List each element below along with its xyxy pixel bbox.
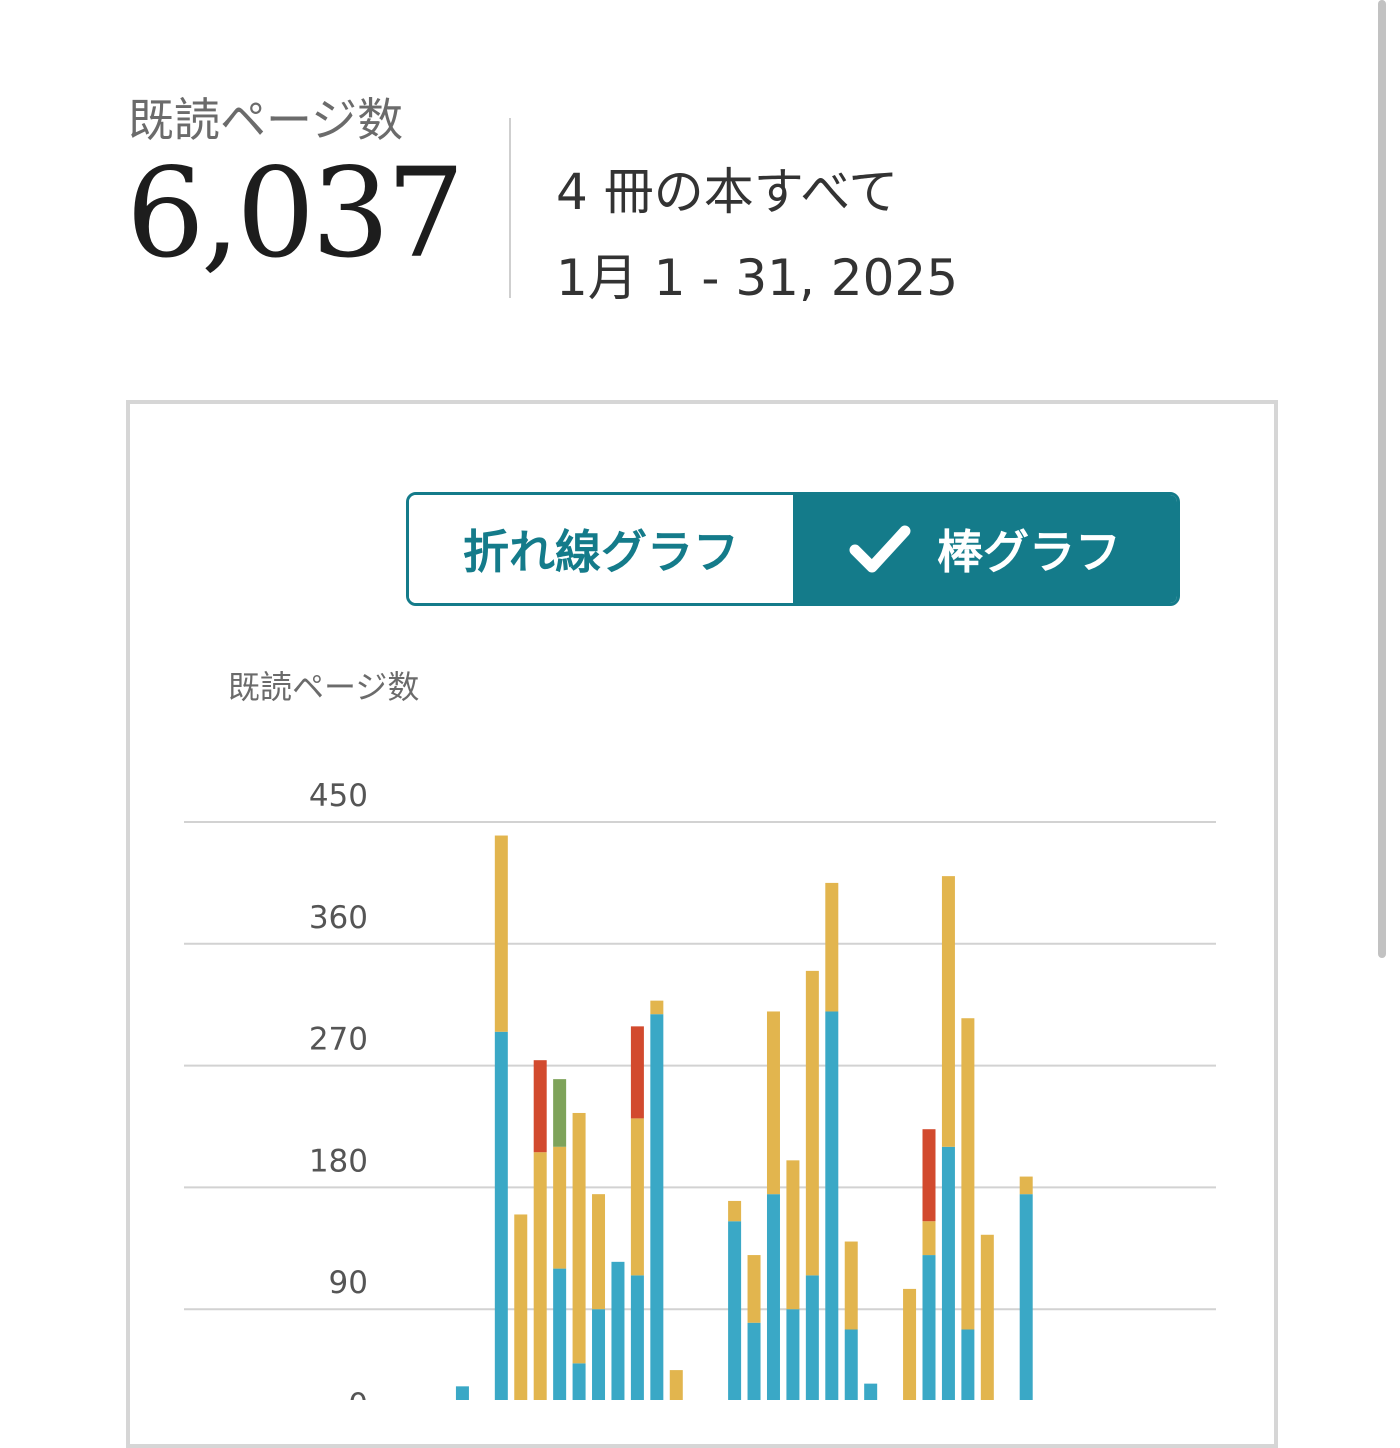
y-tick-label: 180: [309, 1143, 368, 1179]
bar-segment-day-10-series-1[interactable]: [611, 1261, 625, 1400]
bar-segment-day-16-series-1[interactable]: [728, 1221, 742, 1400]
line-chart-label: 折れ線グラフ: [463, 525, 739, 579]
bar-segment-day-28-series-1[interactable]: [961, 1329, 975, 1401]
total-pages-value: 6,037: [126, 142, 465, 286]
bar-segment-day-5-series-2[interactable]: [514, 1214, 528, 1400]
check-icon: [849, 525, 911, 573]
bar-segment-day-11-series-3[interactable]: [630, 1026, 644, 1119]
bar-segment-day-22-series-1[interactable]: [844, 1329, 858, 1401]
bar-segment-day-4-series-1[interactable]: [494, 1031, 508, 1400]
y-tick-label: 270: [309, 1022, 368, 1058]
bar-segment-day-11-series-2[interactable]: [630, 1118, 644, 1276]
bar-chart: 0 90 180 270 360 450: [184, 778, 1216, 1401]
bar-segment-day-9-series-1[interactable]: [592, 1309, 606, 1400]
date-range[interactable]: 1月 1 - 31, 2025: [556, 249, 959, 307]
line-chart-button[interactable]: 折れ線グラフ: [409, 495, 793, 603]
bar-segment-day-4-series-2[interactable]: [494, 835, 508, 1032]
bar-segment-day-19-series-2[interactable]: [786, 1160, 800, 1310]
bar-chart-button[interactable]: 棒グラフ: [793, 495, 1177, 603]
bar-segment-day-23-series-1[interactable]: [864, 1383, 878, 1400]
y-tick-label: 0: [348, 1387, 368, 1400]
y-tick-label: 360: [309, 900, 368, 936]
bar-segment-day-11-series-1[interactable]: [630, 1275, 644, 1400]
bar-segment-day-26-series-3[interactable]: [922, 1129, 936, 1222]
bar-segment-day-8-series-1[interactable]: [572, 1363, 586, 1400]
bar-segment-day-12-series-1[interactable]: [650, 1014, 664, 1400]
bar-segment-day-29-series-2[interactable]: [980, 1234, 994, 1400]
bar-segment-day-26-series-1[interactable]: [922, 1255, 936, 1400]
y-tick-label: 450: [309, 778, 368, 814]
bar-segment-day-2-series-1[interactable]: [455, 1386, 469, 1400]
bar-segment-day-17-series-1[interactable]: [747, 1322, 761, 1400]
bar-segment-day-18-series-2[interactable]: [766, 1011, 780, 1195]
chart-type-toggle: 折れ線グラフ 棒グラフ: [406, 492, 1180, 606]
summary-label: 既読ページ数: [128, 93, 404, 147]
bar-segment-day-18-series-1[interactable]: [766, 1194, 780, 1400]
bar-segment-day-20-series-1[interactable]: [805, 1275, 819, 1400]
bar-segment-day-12-series-2[interactable]: [650, 1000, 664, 1015]
bar-segment-day-6-series-2[interactable]: [533, 1152, 547, 1400]
bar-segment-day-7-series-4[interactable]: [553, 1079, 567, 1147]
bar-segment-day-17-series-2[interactable]: [747, 1255, 761, 1323]
bar-segment-day-19-series-1[interactable]: [786, 1309, 800, 1400]
summary-divider: [509, 118, 511, 298]
bar-segment-day-26-series-2[interactable]: [922, 1221, 936, 1256]
bar-segment-day-7-series-2[interactable]: [553, 1146, 567, 1269]
bar-segment-day-6-series-3[interactable]: [533, 1060, 547, 1153]
gridlines: [184, 821, 1216, 1311]
bar-segment-day-21-series-1[interactable]: [825, 1011, 839, 1400]
bar-segment-day-28-series-2[interactable]: [961, 1018, 975, 1330]
y-axis-title: 既読ページ数: [228, 668, 420, 706]
books-scope[interactable]: 4 冊の本すべて: [556, 163, 899, 221]
scrollbar[interactable]: [1378, 0, 1386, 958]
bars: [455, 835, 1033, 1401]
bar-segment-day-27-series-2[interactable]: [941, 876, 955, 1147]
bar-segment-day-7-series-1[interactable]: [553, 1268, 567, 1400]
bar-segment-day-13-series-2[interactable]: [669, 1370, 683, 1400]
bar-segment-day-22-series-2[interactable]: [844, 1241, 858, 1330]
bar-chart-label: 棒グラフ: [937, 525, 1121, 579]
bar-segment-day-31-series-1[interactable]: [1019, 1194, 1033, 1400]
bar-segment-day-20-series-2[interactable]: [805, 970, 819, 1276]
bar-segment-day-27-series-1[interactable]: [941, 1146, 955, 1400]
bar-segment-day-9-series-2[interactable]: [592, 1194, 606, 1310]
bar-segment-day-16-series-2[interactable]: [728, 1200, 742, 1222]
bar-segment-day-25-series-2[interactable]: [903, 1288, 917, 1400]
y-tick-label: 90: [329, 1265, 368, 1301]
bar-segment-day-31-series-2[interactable]: [1019, 1176, 1033, 1195]
bar-segment-day-21-series-2[interactable]: [825, 882, 839, 1012]
bar-segment-day-8-series-2[interactable]: [572, 1112, 586, 1364]
